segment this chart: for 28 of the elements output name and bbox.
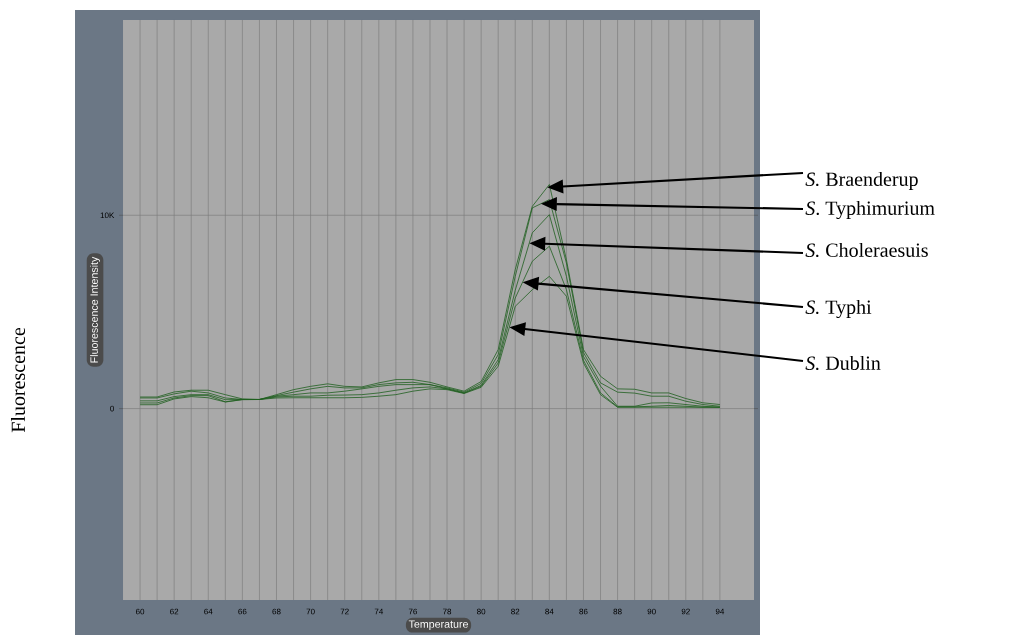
x-axis-title: Temperature	[408, 620, 468, 630]
y-tick-label: 0	[110, 405, 114, 412]
x-tick-label: 92	[681, 608, 690, 615]
x-tick-label: 62	[170, 608, 179, 615]
x-tick-label: 68	[272, 608, 281, 615]
y-axis-title: Fluorescence Intensity	[90, 256, 101, 363]
x-tick-label: 94	[715, 608, 725, 615]
x-tick-label: 90	[647, 608, 656, 615]
x-tick-label: 84	[545, 608, 554, 615]
text: S. Braenderup	[805, 171, 918, 191]
x-tick-label: 80	[477, 608, 486, 615]
text: S. Dublin	[805, 355, 881, 371]
x-tick-label: 76	[408, 608, 418, 615]
text: S. Typhimurium	[805, 200, 935, 220]
x-tick-label: 88	[613, 608, 622, 615]
x-tick-label: 78	[443, 608, 452, 615]
x-tick-label: 74	[374, 608, 384, 615]
text: S. Choleraesuis	[805, 242, 928, 258]
y-tick-label: 10K	[100, 212, 115, 219]
text: S. Typhi	[805, 299, 872, 319]
x-tick-label: 70	[306, 608, 315, 615]
x-tick-label: 86	[579, 608, 588, 615]
x-tick-label: 72	[340, 608, 349, 615]
x-tick-label: 66	[238, 608, 247, 615]
x-tick-label: 64	[204, 608, 213, 615]
text: Fluorescence	[10, 327, 26, 433]
x-tick-label: 82	[511, 608, 520, 615]
x-tick-label: 60	[136, 608, 145, 615]
